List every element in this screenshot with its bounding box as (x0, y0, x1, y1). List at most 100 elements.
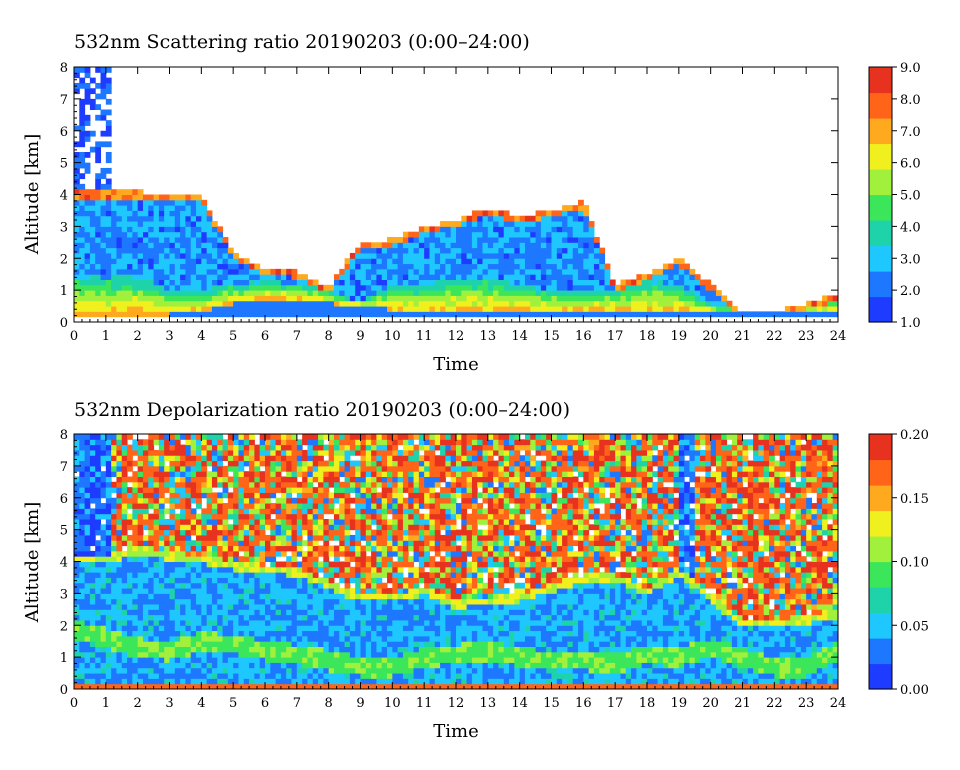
heatmap-cell (344, 534, 351, 541)
heatmap-cell (169, 519, 176, 525)
heatmap-cell (434, 306, 441, 312)
heatmap-cell (249, 263, 255, 270)
heatmap-cell (344, 503, 351, 509)
heatmap-cell (190, 582, 197, 589)
heatmap-cell (371, 471, 377, 477)
heatmap-cell (397, 274, 404, 280)
heatmap-cell (158, 534, 165, 541)
colorbar-band (869, 198, 892, 204)
heatmap-cell (137, 444, 144, 451)
heatmap-cell (408, 252, 415, 259)
heatmap-cell (148, 604, 155, 610)
heatmap-cell (371, 439, 377, 446)
heatmap-cell (286, 619, 293, 626)
heatmap-cell (111, 497, 117, 504)
heatmap-cell (567, 226, 574, 233)
heatmap-cell (291, 434, 298, 440)
heatmap-cell (196, 455, 202, 462)
heatmap-cell (355, 657, 361, 663)
heatmap-cell (174, 465, 181, 472)
heatmap-cell (164, 614, 170, 621)
heatmap-cell (371, 274, 377, 280)
heatmap-cell (641, 311, 648, 318)
heatmap-cell (318, 566, 324, 573)
heatmap-cell (180, 268, 186, 275)
heatmap-cell (132, 678, 139, 685)
heatmap-cell (344, 508, 351, 515)
heatmap-cell (164, 252, 170, 259)
heatmap-cell (217, 572, 224, 578)
heatmap-cell (424, 263, 430, 270)
heatmap-cell (190, 279, 197, 286)
heatmap-cell (323, 534, 330, 541)
heatmap-cell (328, 593, 335, 600)
heatmap-cell (286, 508, 293, 515)
heatmap-cell (190, 434, 197, 440)
heatmap-cell (116, 295, 123, 302)
heatmap-cell (413, 263, 420, 270)
heatmap-cell (333, 550, 340, 557)
heatmap-cell (105, 534, 112, 541)
heatmap-cell (291, 673, 298, 679)
heatmap-cell (530, 231, 537, 238)
heatmap-cell (142, 577, 149, 584)
heatmap-cell (445, 295, 452, 302)
heatmap-cell (270, 641, 277, 647)
heatmap-cell (402, 284, 409, 291)
heatmap-cell (132, 561, 139, 568)
heatmap-cell (498, 215, 505, 222)
heatmap-cell (100, 295, 107, 302)
heatmap-cell (95, 566, 102, 573)
heatmap-cell (270, 492, 277, 499)
heatmap-cell (89, 210, 96, 217)
heatmap-cell (493, 242, 499, 249)
x-tick-label: 8 (325, 329, 333, 344)
heatmap-cell (169, 524, 176, 531)
heatmap-cell (307, 667, 314, 674)
heatmap-cell (318, 455, 324, 462)
heatmap-cell (424, 268, 430, 275)
heatmap-cell (434, 300, 441, 307)
heatmap-cell (832, 295, 839, 302)
heatmap-cell (328, 519, 335, 525)
heatmap-cell (355, 434, 361, 440)
heatmap-cell (344, 614, 351, 621)
heatmap-cell (477, 311, 484, 318)
heatmap-cell (190, 252, 197, 259)
heatmap-cell (265, 465, 271, 472)
heatmap-cell (84, 503, 91, 509)
heatmap-cell (201, 226, 208, 233)
heatmap-cell (275, 577, 282, 584)
heatmap-cell (466, 252, 473, 259)
heatmap-cell (551, 284, 558, 291)
heatmap-cell (227, 503, 234, 509)
heatmap-cell (466, 284, 473, 291)
heatmap-cell (535, 252, 542, 259)
heatmap-cell (217, 455, 224, 462)
heatmap-cell (365, 561, 372, 568)
heatmap-cell (254, 609, 261, 616)
heatmap-cell (291, 577, 298, 584)
heatmap-cell (196, 524, 202, 531)
heatmap-cell (487, 263, 494, 270)
heatmap-cell (243, 492, 250, 499)
heatmap-cell (174, 476, 181, 483)
heatmap-cell (291, 566, 298, 573)
heatmap-cell (142, 242, 149, 249)
heatmap-cell (365, 588, 372, 594)
heatmap-cell (100, 657, 107, 663)
heatmap-cell (121, 572, 128, 578)
heatmap-cell (678, 290, 685, 296)
heatmap-cell (127, 614, 133, 621)
heatmap-cell (142, 487, 149, 493)
heatmap-cell (79, 609, 86, 616)
heatmap-cell (312, 673, 319, 679)
heatmap-cell (270, 524, 277, 531)
heatmap-cell (153, 609, 160, 616)
heatmap-cell (249, 588, 255, 594)
heatmap-cell (142, 630, 149, 637)
heatmap-cell (153, 651, 160, 658)
heatmap-cell (217, 609, 224, 616)
heatmap-cell (323, 545, 330, 552)
heatmap-cell (493, 311, 499, 318)
